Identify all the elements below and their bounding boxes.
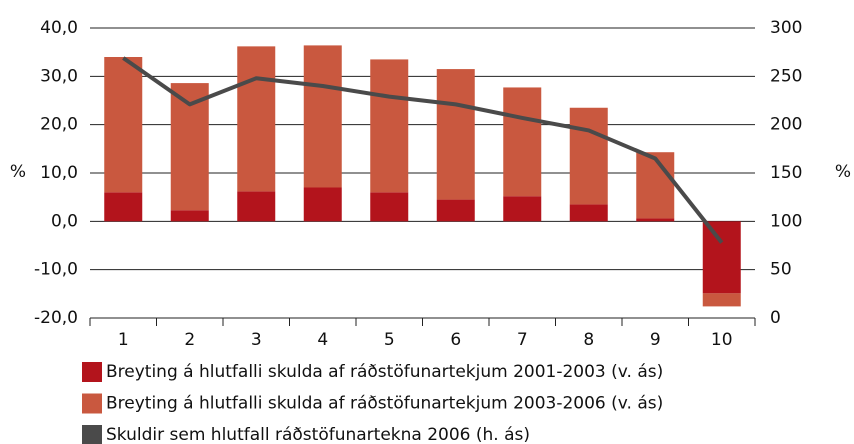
- y2-tick-label: 50: [770, 260, 792, 280]
- legend-label: Breyting á hlutfalli skulda af ráðstöfun…: [106, 394, 663, 414]
- x-tick-label: 8: [583, 330, 594, 350]
- bar: [104, 192, 143, 222]
- legend-label: Skuldir sem hlutfall ráðstöfunartekna 20…: [106, 425, 530, 444]
- bar: [370, 59, 409, 193]
- x-tick-label: 9: [650, 330, 661, 350]
- x-tick-label: 1: [118, 330, 129, 350]
- bar: [569, 204, 608, 222]
- y2-tick-label: 200: [770, 115, 802, 135]
- x-tick-label: 5: [384, 330, 395, 350]
- bar: [303, 187, 342, 222]
- y-tick-label: -20,0: [34, 308, 78, 328]
- y-tick-label: -10,0: [34, 260, 78, 280]
- y-axis-label: %: [10, 162, 26, 182]
- y2-tick-label: 100: [770, 211, 802, 231]
- bar: [702, 293, 741, 307]
- bar: [170, 210, 209, 222]
- bar: [370, 192, 409, 222]
- y2-tick-label: 250: [770, 66, 802, 86]
- bar: [503, 87, 542, 197]
- y2-axis-label: %: [835, 162, 851, 182]
- x-tick-label: 10: [711, 330, 733, 350]
- bar: [436, 199, 475, 222]
- bar: [636, 152, 675, 219]
- line: [122, 56, 724, 244]
- bar: [237, 46, 276, 192]
- y-tick-label: 40,0: [40, 18, 78, 38]
- y-tick-label: 20,0: [40, 115, 78, 135]
- bar: [503, 196, 542, 222]
- bar: [636, 218, 675, 222]
- y2-tick-label: 150: [770, 163, 802, 183]
- bar: [436, 69, 475, 200]
- bar: [702, 221, 741, 294]
- y2-tick-label: 300: [770, 18, 802, 38]
- bar: [569, 107, 608, 205]
- legend-label: Breyting á hlutfalli skulda af ráðstöfun…: [106, 362, 663, 382]
- bar: [237, 191, 276, 222]
- legend-swatch: [82, 393, 102, 414]
- y-tick-label: 10,0: [40, 163, 78, 183]
- x-tick-label: 2: [184, 330, 195, 350]
- legend-swatch: [82, 362, 102, 382]
- x-tick-label: 4: [317, 330, 328, 350]
- bar: [104, 57, 143, 193]
- y2-tick-label: 0: [770, 308, 781, 328]
- y-tick-label: 0,0: [51, 211, 78, 231]
- x-tick-label: 7: [517, 330, 528, 350]
- x-tick-label: 3: [251, 330, 262, 350]
- bar: [303, 45, 342, 188]
- x-tick-label: 6: [450, 330, 461, 350]
- legend-swatch: [82, 425, 102, 444]
- y-tick-label: 30,0: [40, 66, 78, 86]
